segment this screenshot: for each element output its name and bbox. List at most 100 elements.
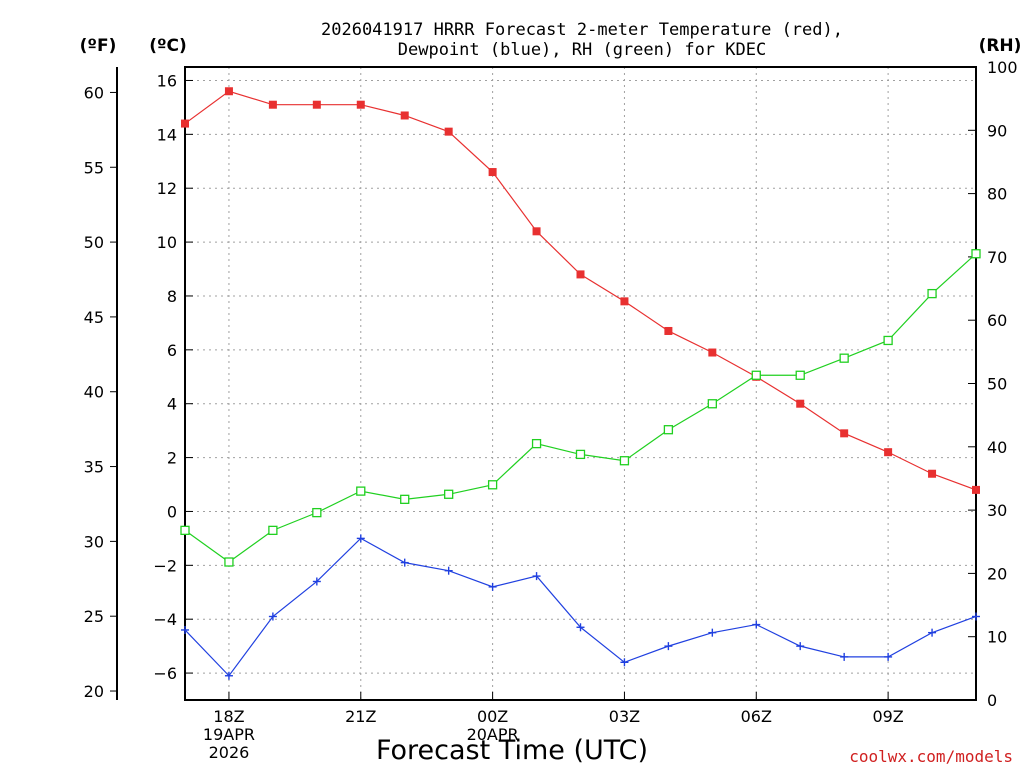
celsius-tick-label: 4 (167, 395, 177, 414)
time-tick-label: 20APR (467, 725, 519, 744)
celsius-tick-label: 8 (167, 287, 177, 306)
temperature-point (356, 100, 365, 109)
time-tick-label: 00Z (477, 707, 508, 726)
dewpoint-point (268, 612, 277, 621)
rh-unit-label: (RH) (979, 36, 1022, 56)
rh-point (971, 249, 981, 259)
rh-tick-label: 10 (987, 628, 1007, 647)
rh-point (751, 370, 761, 380)
rh-point (663, 425, 674, 435)
celsius-tick-label: −2 (153, 556, 177, 575)
fahrenheit-tick-label: 60 (84, 83, 104, 102)
fahrenheit-tick-label: 30 (84, 532, 104, 551)
rh-point (312, 507, 322, 518)
grid-lines (185, 67, 976, 700)
fahrenheit-tick-label: 20 (84, 682, 104, 701)
rh-point (487, 480, 498, 490)
dewpoint-point (356, 534, 365, 543)
temperature-line (184, 90, 977, 491)
x-axis-label: Forecast Time (UTC) (376, 735, 648, 766)
celsius-tick-label: 14 (157, 125, 177, 144)
dewpoint-point (972, 612, 980, 621)
dewpoint-line (184, 537, 977, 677)
dewpoint-point (664, 642, 673, 651)
temperature-point (928, 469, 937, 478)
fahrenheit-tick-label: 50 (84, 233, 104, 252)
rh-point (180, 525, 190, 536)
temperature-point (576, 270, 585, 279)
celsius-tick-label: 0 (167, 502, 177, 521)
credit-link[interactable]: coolwx.com/models (849, 747, 1013, 766)
temperature-point (444, 127, 453, 136)
temperature-point (312, 100, 321, 109)
temperature-series (181, 87, 980, 494)
rh-tick-label: 60 (987, 311, 1007, 330)
dewpoint-point (928, 628, 937, 637)
dewpoint-series (181, 534, 980, 680)
celsius-tick-label: 10 (157, 233, 177, 252)
rh-point (268, 525, 278, 536)
temperature-point (620, 297, 629, 306)
chart-title-line2: Dewpoint (blue), RH (green) for KDEC (398, 40, 766, 60)
rh-point (531, 438, 542, 449)
celsius-tick-label: −4 (153, 610, 177, 629)
fahrenheit-tick-label: 25 (84, 607, 104, 626)
fahrenheit-tick-label: 40 (84, 383, 104, 402)
dewpoint-point (312, 577, 321, 586)
celsius-tick-label: 6 (167, 341, 177, 360)
data-series (180, 87, 981, 680)
dewpoint-point (884, 652, 893, 661)
dewpoint-point (224, 671, 233, 680)
dewpoint-point (620, 658, 629, 667)
dewpoint-point (488, 582, 497, 591)
rh-point (224, 557, 234, 567)
rh-point (400, 494, 410, 504)
time-tick-label: 09Z (872, 707, 903, 726)
temperature-point (664, 326, 673, 335)
rh-tick-label: 70 (987, 248, 1007, 267)
fahrenheit-tick-label: 35 (84, 458, 104, 477)
dewpoint-point (708, 628, 717, 637)
axes-ticks: 1614121086420−2−4−6605550454035302520100… (84, 58, 1018, 762)
temperature-point (708, 348, 717, 357)
time-tick-label: 19APR (203, 725, 255, 744)
dewpoint-point (796, 642, 805, 651)
rh-point (839, 353, 849, 363)
rh-tick-label: 30 (987, 501, 1007, 520)
rh-point (795, 370, 805, 380)
rh-point (707, 399, 717, 409)
rh-tick-label: 0 (987, 691, 997, 710)
rh-tick-label: 50 (987, 375, 1007, 394)
temperature-point (840, 429, 849, 438)
fahrenheit-unit-label: (ºF) (80, 36, 117, 56)
rh-point (619, 456, 630, 466)
rh-tick-label: 20 (987, 564, 1007, 583)
celsius-tick-label: 16 (157, 71, 177, 90)
plot-frame (184, 66, 977, 701)
time-tick-label: 18Z (213, 707, 244, 726)
rh-tick-label: 100 (987, 58, 1018, 77)
time-tick-label: 03Z (609, 707, 640, 726)
rh-line (184, 253, 977, 563)
chart-title-line1: 2026041917 HRRR Forecast 2-meter Tempera… (321, 20, 843, 40)
rh-point (444, 489, 454, 499)
rh-point (927, 288, 937, 299)
temperature-point (488, 168, 497, 177)
time-tick-label: 21Z (345, 707, 376, 726)
temperature-point (181, 119, 189, 128)
rh-point (883, 335, 893, 346)
rh-tick-label: 90 (987, 121, 1007, 140)
dewpoint-point (576, 623, 585, 632)
dewpoint-point (400, 558, 409, 567)
temperature-point (972, 485, 980, 494)
rh-tick-label: 80 (987, 185, 1007, 204)
rh-point (356, 486, 366, 496)
temperature-point (268, 100, 277, 109)
temperature-point (224, 87, 233, 96)
rh-tick-label: 40 (987, 438, 1007, 457)
temperature-point (532, 227, 541, 236)
celsius-tick-label: 12 (157, 179, 177, 198)
dewpoint-point (840, 652, 849, 661)
fahrenheit-tick-label: 45 (84, 308, 104, 327)
